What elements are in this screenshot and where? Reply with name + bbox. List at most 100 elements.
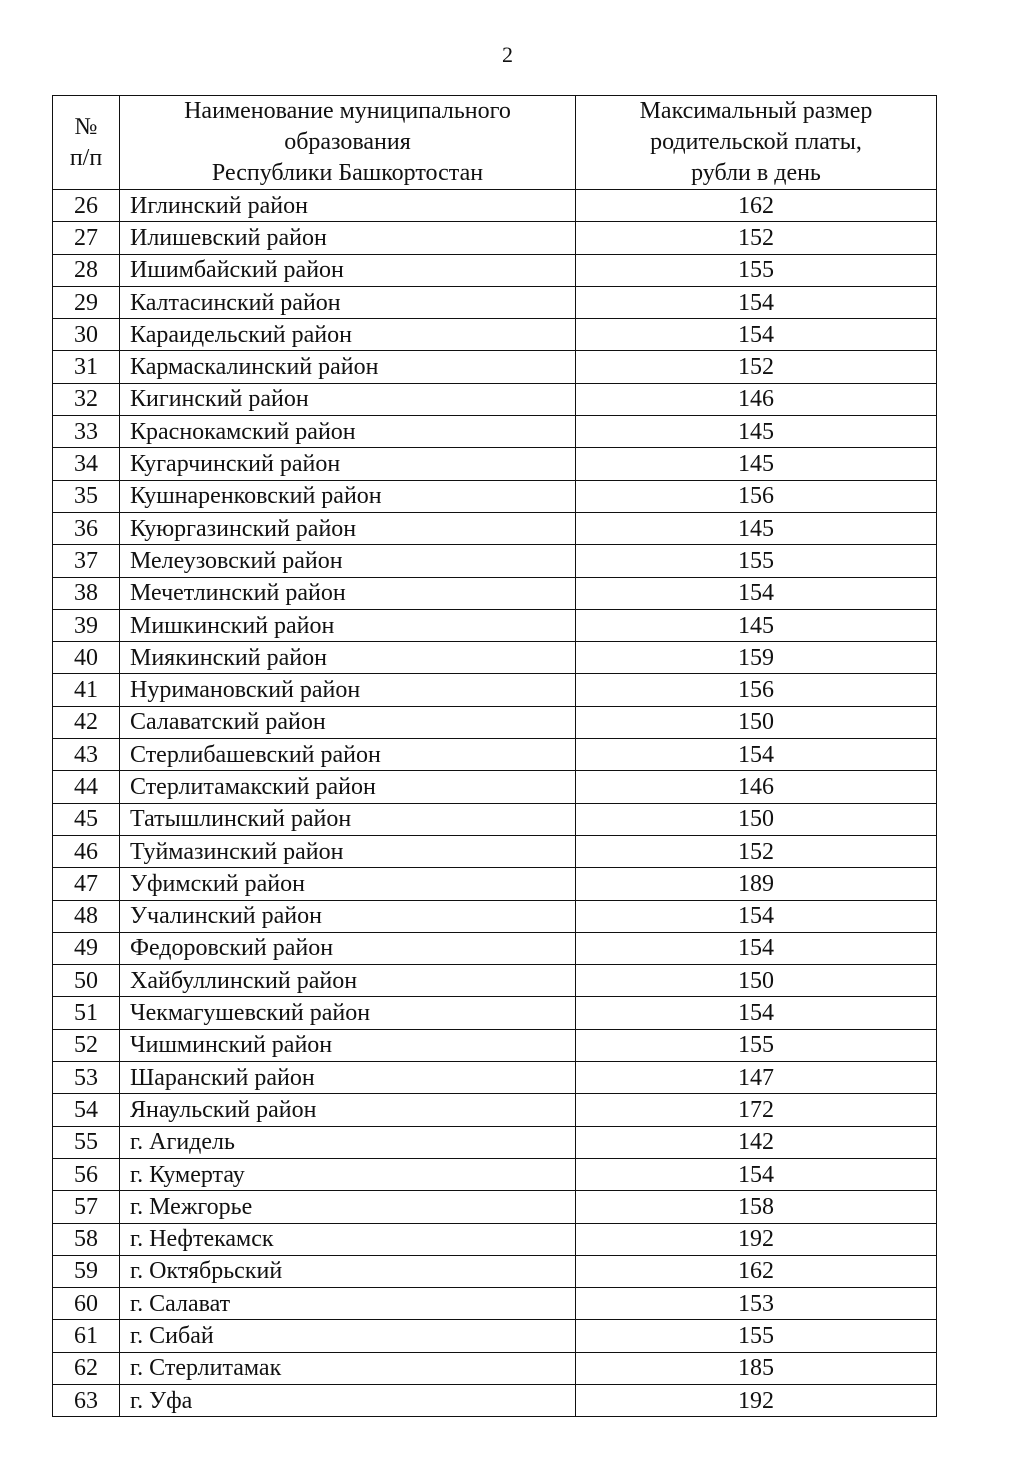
header-row: № п/п Наименование муниципального образован… — [52, 95, 937, 190]
max-fee: 155 — [575, 1028, 937, 1063]
row-number: 48 — [52, 899, 120, 933]
max-fee: 192 — [575, 1383, 937, 1418]
row-number: 30 — [52, 318, 120, 352]
max-fee: 146 — [575, 382, 937, 417]
max-fee: 162 — [575, 1254, 937, 1289]
header-line: образования — [284, 129, 411, 155]
table-row: 61 г. Сибай 155 — [52, 1319, 937, 1353]
table-row: 29 Калтасинский район 154 — [52, 285, 937, 320]
row-number: 59 — [52, 1254, 120, 1289]
row-number: 46 — [52, 834, 120, 869]
header-cell: № п/п — [52, 95, 120, 190]
row-number: 40 — [52, 641, 120, 675]
header-line: Республики Башкортостан — [211, 160, 484, 186]
municipality-name: Илишевский район — [119, 221, 576, 255]
row-number: 58 — [52, 1222, 120, 1256]
row-number: 44 — [52, 770, 120, 804]
table-row: 47 Уфимский район 189 — [52, 867, 937, 901]
table-row: 32 Кигинский район 146 — [52, 382, 937, 417]
max-fee: 145 — [575, 608, 937, 643]
row-number: 51 — [52, 996, 120, 1030]
municipality-name: Кушнаренковский район — [119, 479, 576, 513]
header-line: п/п — [69, 144, 103, 171]
row-number: 55 — [52, 1125, 120, 1159]
max-fee: 150 — [575, 802, 937, 836]
row-number: 54 — [52, 1093, 120, 1127]
municipality-name: Федоровский район — [119, 931, 576, 966]
table-row: 52 Чишминский район 155 — [52, 1028, 937, 1063]
row-number: 60 — [52, 1287, 120, 1321]
municipality-name: Учалинский район — [119, 899, 576, 933]
municipality-name: Мишкинский район — [119, 608, 576, 643]
table-row: 34 Кугарчинский район 145 — [52, 447, 937, 481]
max-fee: 153 — [575, 1287, 937, 1321]
table-row: 56 г. Кумертау 154 — [52, 1157, 937, 1192]
table-row: 59 г. Октябрьский 162 — [52, 1254, 937, 1289]
table-row: 40 Миякинский район 159 — [52, 641, 937, 675]
table-row: 35 Кушнаренковский район 156 — [52, 479, 937, 513]
max-fee: 154 — [575, 318, 937, 352]
max-fee: 145 — [575, 511, 937, 546]
table-row: 39 Мишкинский район 145 — [52, 608, 937, 643]
row-number: 38 — [52, 576, 120, 610]
table-row: 26 Иглинский район 162 — [52, 188, 937, 223]
municipality-name: Кармаскалинский район — [119, 350, 576, 384]
municipality-name: Куюргазинский район — [119, 511, 576, 546]
municipality-name: Шаранский район — [119, 1061, 576, 1095]
municipality-name: г. Сибай — [119, 1319, 576, 1353]
table-row: 49 Федоровский район 154 — [52, 931, 937, 966]
municipality-name: Уфимский район — [119, 867, 576, 901]
municipality-name: Мечетлинский район — [119, 576, 576, 610]
max-fee: 162 — [575, 188, 937, 223]
max-fee: 154 — [575, 285, 937, 320]
row-number: 45 — [52, 802, 120, 836]
row-number: 50 — [52, 964, 120, 998]
row-number: 36 — [52, 511, 120, 546]
municipality-name: Стерлитамакский район — [119, 770, 576, 804]
row-number: 52 — [52, 1028, 120, 1063]
row-number: 47 — [52, 867, 120, 901]
table-row: 57 г. Межгорье 158 — [52, 1190, 937, 1224]
row-number: 49 — [52, 931, 120, 966]
max-fee: 150 — [575, 964, 937, 998]
municipality-name: Кугарчинский район — [119, 447, 576, 481]
row-number: 42 — [52, 705, 120, 740]
table-row: 43 Стерлибашевский район 154 — [52, 738, 937, 772]
municipality-name: Чекмагушевский район — [119, 996, 576, 1030]
municipality-name: г. Межгорье — [119, 1190, 576, 1224]
municipality-name: г. Кумертау — [119, 1157, 576, 1192]
municipality-name: Салаватский район — [119, 705, 576, 740]
max-fee: 142 — [575, 1125, 937, 1159]
table-row: 37 Мелеузовский район 155 — [52, 544, 937, 578]
row-number: 62 — [52, 1351, 120, 1385]
municipality-name: г. Агидель — [119, 1125, 576, 1159]
table-row: 54 Янаульский район 172 — [52, 1093, 937, 1127]
table-row: 30 Караидельский район 154 — [52, 318, 937, 352]
table-row: 60 г. Салават 153 — [52, 1287, 937, 1321]
header-line: Наименование муниципального — [184, 98, 511, 124]
max-fee: 185 — [575, 1351, 937, 1385]
municipality-name: Ишимбайский район — [119, 253, 576, 287]
municipality-name: Хайбуллинский район — [119, 964, 576, 998]
row-number: 39 — [52, 608, 120, 643]
max-fee: 145 — [575, 447, 937, 481]
municipality-name: Нуримановский район — [119, 673, 576, 707]
row-number: 26 — [52, 188, 120, 223]
header-line: рубли в день — [691, 160, 821, 186]
header-line: Максимальный размер — [639, 98, 873, 124]
row-number: 34 — [52, 447, 120, 481]
table-row: 27 Илишевский район 152 — [52, 221, 937, 255]
row-number: 43 — [52, 738, 120, 772]
max-fee: 155 — [575, 253, 937, 287]
row-number: 28 — [52, 253, 120, 287]
max-fee: 156 — [575, 479, 937, 513]
table-row: 33 Краснокамский район 145 — [52, 415, 937, 449]
table-row: 58 г. Нефтекамск 192 — [52, 1222, 937, 1256]
row-number: 33 — [52, 415, 120, 449]
max-fee: 147 — [575, 1061, 937, 1095]
row-number: 63 — [52, 1383, 120, 1418]
table-row: 46 Туймазинский район 152 — [52, 834, 937, 869]
table-row: 28 Ишимбайский район 155 — [52, 253, 937, 287]
table-row: 53 Шаранский район 147 — [52, 1061, 937, 1095]
